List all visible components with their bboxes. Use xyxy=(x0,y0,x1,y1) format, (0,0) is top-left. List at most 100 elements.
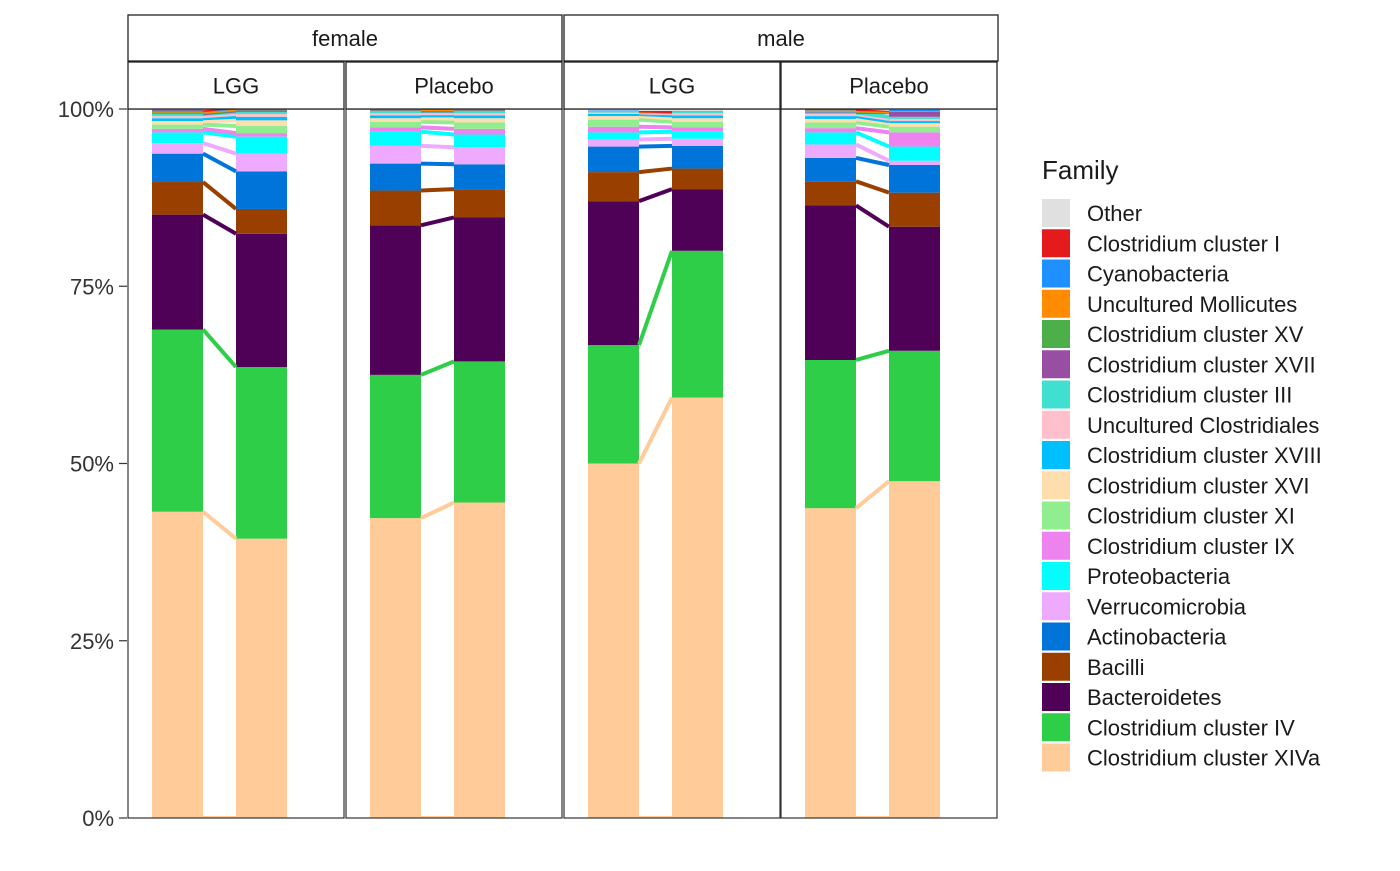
bar-segment xyxy=(370,118,421,122)
legend-key xyxy=(1042,289,1070,318)
legend-key xyxy=(1042,350,1070,379)
bar-segment xyxy=(152,143,203,154)
bar-segment xyxy=(672,189,723,251)
bar-segment xyxy=(152,182,203,215)
bar-segment xyxy=(236,136,287,154)
legend-label: Actinobacteria xyxy=(1087,625,1227,650)
connector-line xyxy=(638,129,673,135)
bar-segment xyxy=(236,120,287,127)
bar-segment xyxy=(588,463,639,818)
bar-segment xyxy=(588,111,639,113)
facet-strip-label: Placebo xyxy=(414,74,494,99)
connector-line xyxy=(201,328,238,369)
legend-label: Uncultured Clostridiales xyxy=(1087,413,1319,438)
connector-line xyxy=(420,129,455,137)
bar-segment xyxy=(152,118,203,122)
legend-label: Clostridium cluster XI xyxy=(1087,504,1295,529)
bar-segment xyxy=(370,121,421,128)
connector-line xyxy=(854,479,891,510)
bar-segment xyxy=(889,165,940,193)
y-tick-label: 0% xyxy=(82,806,114,831)
bar-segment xyxy=(236,126,287,134)
bar-segment xyxy=(236,111,287,114)
legend-key xyxy=(1042,410,1070,439)
bar-segment xyxy=(889,350,940,482)
connector-line xyxy=(638,143,673,149)
bar-segment xyxy=(672,145,723,169)
bar-segment xyxy=(454,113,505,116)
bar-segment xyxy=(370,145,421,164)
legend-label: Clostridium cluster IV xyxy=(1087,715,1295,740)
bar-segment xyxy=(588,126,639,133)
bar-segment xyxy=(588,172,639,202)
connector-line xyxy=(202,130,237,139)
bar-segment xyxy=(889,111,940,112)
bar-segment xyxy=(672,138,723,146)
bar-segment xyxy=(370,374,421,519)
y-tick-label: 50% xyxy=(70,452,114,477)
legend-label: Bacilli xyxy=(1087,655,1144,680)
bar-segment xyxy=(454,122,505,129)
connector-line xyxy=(202,151,237,174)
legend-label: Clostridium cluster I xyxy=(1087,231,1280,256)
bar-segment xyxy=(588,119,639,127)
facet-strip-sex xyxy=(127,14,563,62)
bar-segment xyxy=(454,164,505,190)
bar-segment xyxy=(805,112,856,114)
bar-segment xyxy=(588,201,639,346)
bar-segment xyxy=(370,190,421,226)
bar-segment xyxy=(454,115,505,119)
connector-line xyxy=(202,141,237,156)
bar-segment xyxy=(672,131,723,139)
connector-line xyxy=(202,114,237,121)
bar-segment xyxy=(672,115,723,119)
connector-line xyxy=(420,500,455,520)
facet-strip-label: LGG xyxy=(649,74,695,99)
bar-segment xyxy=(152,111,203,113)
facet-strip-group xyxy=(780,61,998,110)
connector-line xyxy=(855,348,890,362)
bar-segment xyxy=(672,121,723,128)
bar-segment xyxy=(805,111,856,113)
bar-segment xyxy=(152,511,203,818)
bar-segment xyxy=(889,121,940,124)
legend-label: Clostridium cluster XVII xyxy=(1087,352,1316,377)
bar-segment xyxy=(588,109,639,111)
bar-segment xyxy=(805,113,856,117)
bar-segment xyxy=(454,502,505,818)
legend-key xyxy=(1042,562,1070,590)
connector-line xyxy=(855,120,890,129)
legend-key xyxy=(1042,501,1070,530)
bar-segment xyxy=(236,113,287,117)
bar-segment xyxy=(370,109,421,111)
bar-segment xyxy=(672,118,723,122)
legend-key xyxy=(1042,471,1070,500)
legend-key xyxy=(1042,320,1070,348)
legend-label: Clostridium cluster XV xyxy=(1087,322,1304,347)
bar-segment xyxy=(454,111,505,114)
bar-segment xyxy=(889,132,940,147)
connector-line xyxy=(855,155,890,167)
connector-line xyxy=(201,510,238,541)
legend-key xyxy=(1042,743,1070,772)
bar-segment xyxy=(152,214,203,330)
bar-segment xyxy=(805,359,856,509)
bar-segment xyxy=(370,518,421,818)
bar-segment xyxy=(672,168,723,190)
legend-label: Verrucomicrobia xyxy=(1087,594,1247,619)
facet-strip-group xyxy=(345,61,563,110)
bar-segment xyxy=(889,192,940,227)
connector-line xyxy=(420,143,455,150)
legend-label: Other xyxy=(1087,201,1142,226)
facet-strip-label: Placebo xyxy=(849,74,929,99)
bar-segment xyxy=(152,116,203,119)
bar-segment xyxy=(236,367,287,539)
connector-line xyxy=(638,124,673,130)
bar-segment xyxy=(152,113,203,117)
bar-segment xyxy=(236,208,287,234)
bar-segment xyxy=(454,110,505,112)
legend-key xyxy=(1042,199,1070,227)
bar-segment xyxy=(805,118,856,123)
